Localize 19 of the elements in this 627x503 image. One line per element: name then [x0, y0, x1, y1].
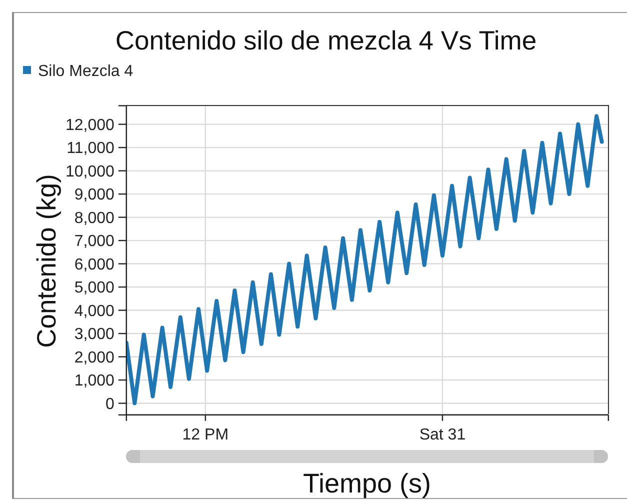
- y-tick-label: 4,000: [74, 302, 114, 320]
- y-tick-label: 3,000: [74, 326, 114, 344]
- y-tick-label: 8,000: [74, 210, 114, 227]
- y-tick-label: 7,000: [74, 233, 114, 250]
- y-tick-label: 12,000: [65, 116, 114, 134]
- y-tick-label: 2,000: [74, 349, 114, 366]
- y-tick-label: 0: [105, 396, 114, 413]
- y-tick-label: 11,000: [66, 140, 114, 158]
- x-axis-title: Tiempo (s): [302, 468, 432, 500]
- y-axis-title: Contenido (kg): [32, 174, 62, 348]
- chart-title: Contenido silo de mezcla 4 Vs Time: [115, 26, 537, 56]
- y-tick-label: 10,000: [65, 163, 114, 180]
- legend-label: Silo Mezcla 4: [38, 63, 134, 81]
- y-tick-label: 9,000: [74, 186, 114, 204]
- x-tick-label: 12 PM: [182, 426, 229, 444]
- y-tick-label: 5,000: [74, 280, 114, 297]
- x-tick-label: Sat 31: [419, 426, 466, 444]
- y-tick-label: 6,000: [74, 256, 114, 274]
- y-tick-label: 1,000: [74, 372, 114, 390]
